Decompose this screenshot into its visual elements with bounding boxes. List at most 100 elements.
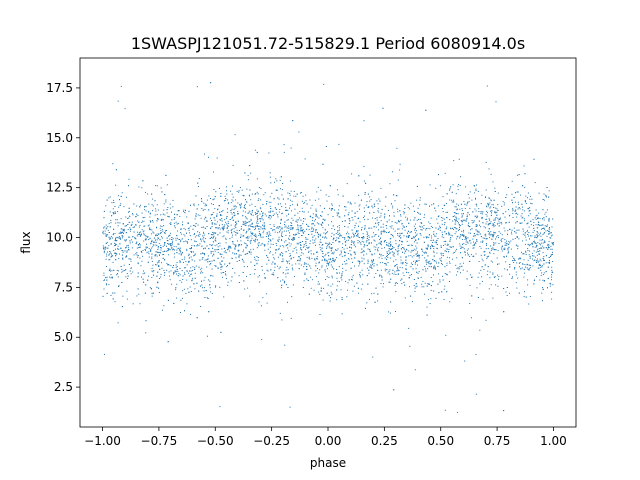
data-point	[202, 238, 204, 240]
data-point	[233, 205, 235, 207]
data-point	[121, 271, 123, 273]
data-point	[329, 246, 331, 248]
data-point	[437, 222, 439, 224]
data-point	[419, 225, 421, 227]
data-point	[235, 199, 236, 201]
data-point	[119, 232, 121, 234]
data-point	[495, 207, 497, 209]
data-point	[240, 244, 242, 246]
data-point	[181, 270, 183, 271]
data-point	[205, 290, 207, 292]
data-point	[393, 247, 395, 249]
data-point	[344, 238, 346, 240]
data-point	[177, 247, 179, 249]
data-point	[143, 220, 145, 222]
data-point	[324, 255, 326, 257]
data-point	[488, 218, 490, 220]
data-point	[346, 247, 348, 249]
data-point	[254, 239, 256, 241]
data-point	[173, 265, 174, 266]
data-point	[529, 195, 531, 197]
data-point	[514, 201, 516, 203]
data-point	[458, 158, 460, 160]
data-point	[142, 250, 144, 251]
data-point	[456, 203, 458, 205]
data-point	[490, 284, 492, 286]
data-point	[411, 264, 413, 265]
data-point	[129, 236, 131, 238]
data-point	[173, 245, 175, 247]
data-point	[384, 263, 386, 264]
data-point	[413, 285, 415, 286]
data-point	[528, 232, 530, 233]
data-point	[171, 283, 173, 285]
data-point	[226, 190, 227, 192]
data-point	[380, 255, 382, 257]
data-point	[117, 211, 118, 213]
data-point	[170, 207, 172, 209]
data-point	[494, 225, 496, 227]
data-point	[487, 248, 489, 250]
data-point	[389, 281, 391, 283]
data-point	[106, 234, 108, 236]
data-point	[310, 267, 312, 269]
data-point	[377, 229, 379, 231]
data-point	[380, 232, 382, 234]
data-point	[210, 82, 212, 84]
data-point	[247, 175, 249, 177]
data-point	[238, 244, 240, 245]
data-point	[118, 206, 120, 208]
data-point	[289, 193, 291, 194]
data-point	[160, 244, 162, 246]
data-point	[420, 229, 422, 231]
data-point	[253, 226, 255, 228]
data-point	[252, 233, 254, 235]
data-point	[430, 263, 432, 265]
data-point	[287, 247, 289, 249]
data-point	[488, 237, 490, 239]
data-point	[358, 237, 360, 238]
data-point	[163, 203, 165, 205]
data-point	[220, 219, 222, 221]
data-point	[240, 207, 241, 209]
data-point	[525, 195, 527, 197]
data-point	[356, 282, 358, 284]
data-point	[519, 208, 521, 210]
data-point	[361, 229, 363, 230]
data-point	[352, 290, 354, 292]
data-point	[234, 231, 236, 233]
data-point	[275, 252, 277, 254]
data-point	[203, 279, 205, 281]
data-point	[479, 329, 481, 331]
data-point	[173, 302, 175, 304]
data-point	[228, 263, 230, 265]
data-point	[545, 194, 547, 196]
data-point	[254, 269, 256, 270]
data-point	[331, 232, 333, 234]
data-point	[285, 240, 287, 242]
data-point	[527, 197, 528, 199]
data-point	[177, 237, 179, 239]
data-point	[528, 226, 530, 228]
data-point	[326, 276, 328, 278]
data-point	[432, 246, 434, 248]
data-point	[433, 252, 435, 253]
data-point	[511, 277, 513, 279]
data-point	[467, 225, 469, 227]
data-point	[144, 272, 146, 274]
data-point	[305, 248, 307, 250]
data-point	[214, 249, 216, 250]
data-point	[364, 193, 366, 195]
data-point	[528, 235, 529, 237]
data-point	[543, 263, 545, 265]
data-point	[545, 271, 547, 273]
data-point	[212, 212, 214, 214]
data-point	[257, 276, 259, 278]
data-point	[225, 242, 227, 244]
data-point	[145, 246, 147, 248]
data-point	[517, 191, 519, 193]
data-point	[120, 203, 122, 205]
data-point	[126, 290, 128, 292]
data-point	[325, 253, 327, 255]
